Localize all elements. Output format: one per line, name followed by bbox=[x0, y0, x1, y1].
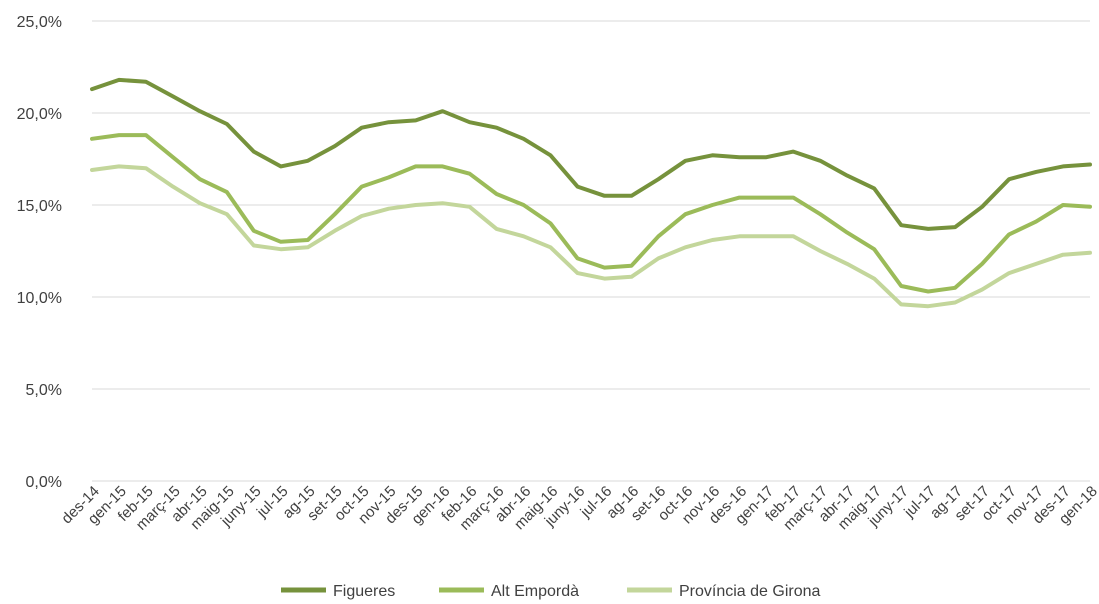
y-tick-label: 5,0% bbox=[26, 382, 62, 399]
y-tick-label: 15,0% bbox=[17, 198, 62, 215]
y-axis-ticks: 0,0% 5,0% 10,0% 15,0% 20,0% 25,0% bbox=[17, 14, 62, 491]
legend-label: Alt Empordà bbox=[491, 583, 579, 600]
y-tick-label: 10,0% bbox=[17, 290, 62, 307]
series-lines bbox=[90, 77, 1092, 309]
legend-label: Província de Girona bbox=[679, 583, 821, 600]
gridlines bbox=[92, 20, 1090, 482]
y-tick-label: 20,0% bbox=[17, 106, 62, 123]
legend: Figueres Alt Empordà Província de Girona bbox=[281, 583, 821, 600]
series-line-figueres bbox=[90, 77, 1092, 231]
y-tick-label: 0,0% bbox=[26, 474, 62, 491]
series-line-prov-ncia-de-girona bbox=[90, 164, 1092, 309]
y-tick-label: 25,0% bbox=[17, 14, 62, 31]
legend-label: Figueres bbox=[333, 583, 395, 600]
series-line-alt-empord- bbox=[90, 133, 1092, 294]
x-axis-ticks: des-14gen-15feb-15març-15abr-15maig-15ju… bbox=[58, 483, 1099, 534]
